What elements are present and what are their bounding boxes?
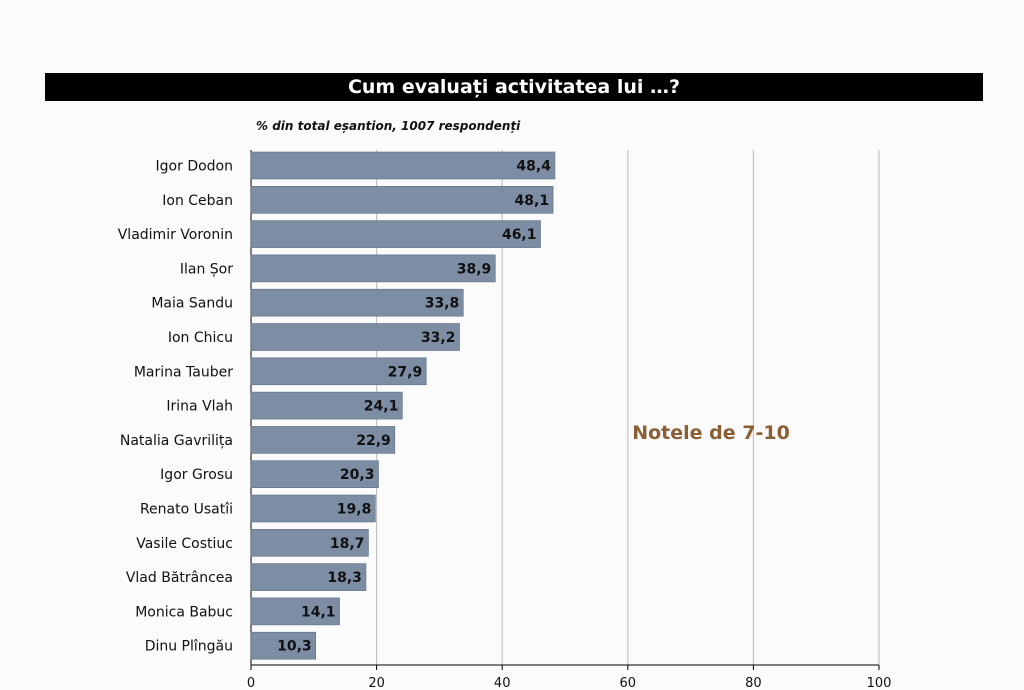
- x-tick-label: 80: [745, 676, 762, 690]
- category-label: Ion Ceban: [162, 193, 233, 209]
- value-label: 18,3: [327, 570, 362, 586]
- bar: [250, 357, 427, 386]
- bar: [250, 391, 403, 420]
- value-label: 33,2: [421, 330, 456, 346]
- x-tick-label: 20: [368, 676, 385, 690]
- chart-annotation: Notele de 7-10: [632, 422, 790, 444]
- bar: [250, 460, 379, 489]
- bar: [250, 426, 396, 454]
- value-label: 14,1: [301, 604, 336, 620]
- value-label: 18,7: [330, 536, 365, 552]
- category-label: Igor Dodon: [156, 159, 233, 175]
- category-label: Marina Tauber: [134, 364, 233, 380]
- bar: [250, 323, 460, 351]
- category-label: Vlad Bătrâncea: [126, 570, 233, 586]
- value-label: 20,3: [340, 467, 375, 483]
- category-label: Maia Sandu: [151, 296, 233, 312]
- value-label: 27,9: [388, 364, 423, 380]
- bar: [250, 288, 464, 317]
- bar: [250, 597, 340, 626]
- category-label: Renato Usatîi: [140, 502, 233, 518]
- bar: [250, 563, 367, 591]
- x-tick-label: 0: [247, 676, 255, 690]
- bar: [250, 494, 376, 523]
- category-label: Igor Grosu: [160, 467, 233, 483]
- chart-title: Cum evaluați activitatea lui …?: [347, 76, 681, 98]
- bar: [250, 186, 554, 214]
- chart-subtitle: % din total eșantion, 1007 respondenți: [256, 119, 521, 133]
- category-label: Monica Babuc: [135, 604, 233, 620]
- category-label: Dinu Plîngău: [145, 639, 233, 655]
- value-label: 19,8: [337, 502, 372, 518]
- value-label: 38,9: [457, 261, 492, 277]
- category-label: Ilan Șor: [180, 261, 233, 277]
- value-label: 48,4: [516, 159, 551, 175]
- chart-title-bar: Cum evaluați activitatea lui …?: [45, 73, 983, 101]
- x-tick-label: 100: [867, 676, 892, 690]
- value-label: 33,8: [425, 296, 460, 312]
- category-label: Vladimir Voronin: [118, 227, 233, 243]
- category-label: Ion Chicu: [168, 330, 233, 346]
- category-label: Natalia Gavrilița: [120, 433, 233, 449]
- value-label: 10,3: [277, 639, 312, 655]
- bar: [250, 254, 496, 283]
- bar: [250, 528, 369, 557]
- value-label: 48,1: [515, 193, 550, 209]
- category-label: Vasile Costiuc: [136, 536, 233, 552]
- value-label: 22,9: [356, 433, 391, 449]
- bar: [250, 220, 541, 248]
- category-label: Irina Vlah: [166, 399, 233, 415]
- x-tick-label: 60: [620, 676, 637, 690]
- bar: [250, 631, 316, 660]
- x-tick-label: 40: [494, 676, 511, 690]
- value-label: 24,1: [364, 399, 399, 415]
- value-label: 46,1: [502, 227, 537, 243]
- bar: [250, 151, 556, 180]
